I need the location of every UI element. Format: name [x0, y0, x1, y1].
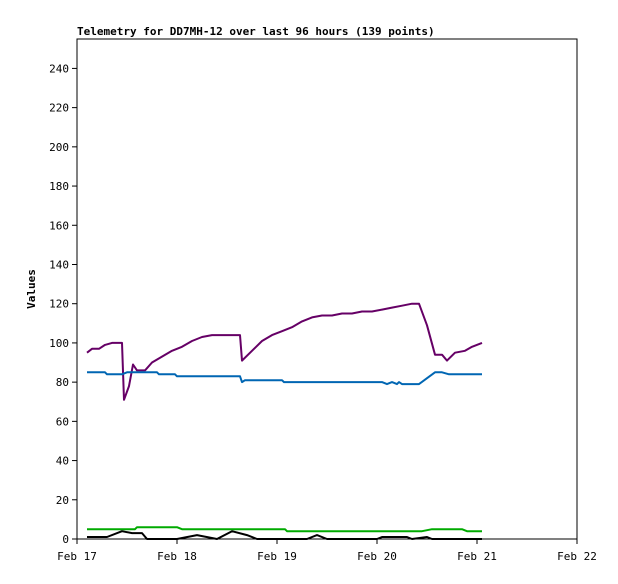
- x-tick-label: Feb 20: [357, 550, 397, 563]
- y-tick-label: 80: [56, 376, 69, 389]
- series-line-2: [87, 371, 482, 386]
- y-tick-label: 240: [49, 62, 69, 75]
- y-tick-label: 100: [49, 337, 69, 350]
- y-axis-label: Values: [25, 269, 38, 309]
- series-line-3: [87, 526, 482, 533]
- x-tick-label: Feb 19: [257, 550, 297, 563]
- x-tick-label: Feb 21: [457, 550, 497, 563]
- y-tick-label: 200: [49, 141, 69, 154]
- y-tick-label: 160: [49, 219, 69, 232]
- y-tick-label: 220: [49, 102, 69, 115]
- y-tick-label: 20: [56, 494, 69, 507]
- plot-area-frame: [76, 38, 578, 540]
- y-tick-label: 60: [56, 415, 69, 428]
- y-tick-label: 140: [49, 258, 69, 271]
- chart-title: Telemetry for DD7MH-12 over last 96 hour…: [77, 25, 435, 38]
- x-tick-label: Feb 18: [157, 550, 197, 563]
- y-tick-label: 180: [49, 180, 69, 193]
- series-line-4: [87, 530, 482, 540]
- y-axis-ticks: 0 20 40 60 80 100 120 140 160 180 200 220 240: [49, 62, 77, 546]
- y-tick-label: 120: [49, 298, 69, 311]
- x-tick-label: Feb 17: [57, 550, 97, 563]
- x-axis-ticks: Feb 17 Feb 18 Feb 19 Feb 20 Feb 21 Feb 22: [57, 539, 597, 563]
- series-line-1: [86, 302, 483, 401]
- series-lines: [86, 302, 483, 540]
- x-tick-label: Feb 22: [557, 550, 597, 563]
- y-tick-label: 0: [62, 533, 69, 546]
- y-tick-label: 40: [56, 455, 69, 468]
